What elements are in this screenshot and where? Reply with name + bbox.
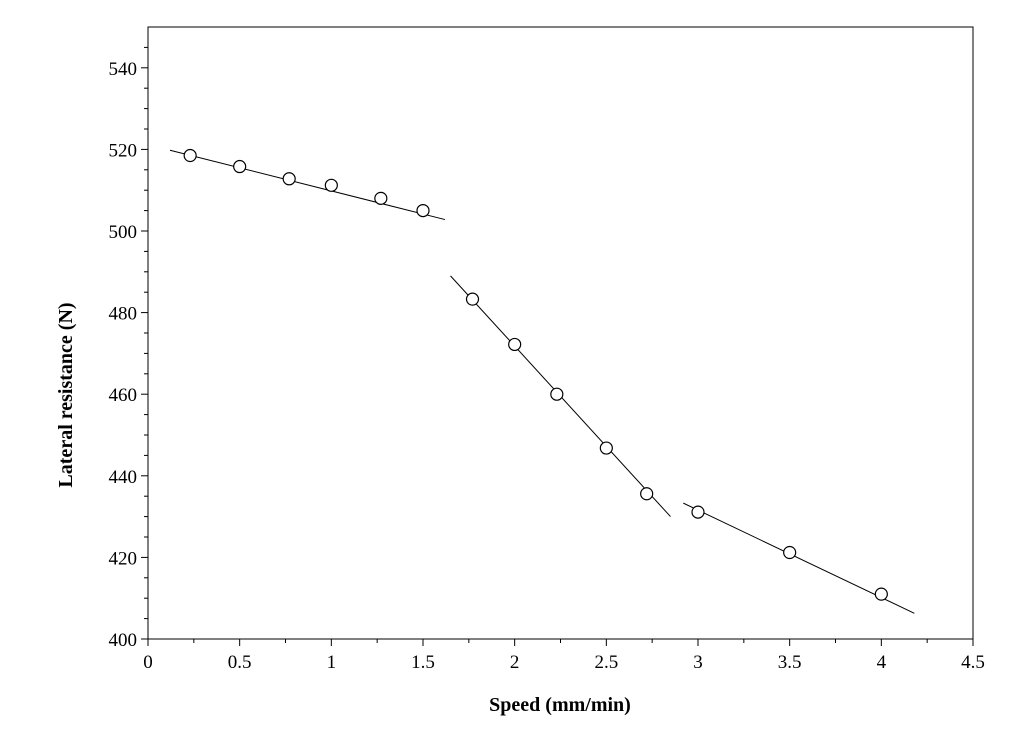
- x-tick-label: 2: [510, 652, 520, 673]
- data-point: [416, 204, 430, 218]
- x-tick-label: 1.5: [411, 652, 435, 673]
- data-point: [508, 337, 522, 352]
- y-tick-label: 460: [109, 385, 138, 406]
- fit-lines: [169, 149, 915, 614]
- data-point: [874, 587, 888, 601]
- data-point: [783, 545, 797, 560]
- x-tick-label: 2.5: [594, 652, 618, 673]
- data-point: [374, 191, 388, 205]
- data-point: [282, 172, 296, 186]
- fit-line: [169, 149, 446, 221]
- y-axis-title: Lateral resistance (N): [55, 302, 77, 487]
- x-tick-label: 0.5: [228, 652, 252, 673]
- y-tick-label: 500: [109, 222, 138, 243]
- x-tick-label: 0: [143, 652, 153, 673]
- x-tick-label: 3: [693, 652, 703, 673]
- y-axis: 400 420 440 460 480 500 520 540: [109, 46, 148, 651]
- x-tick-label: 4.5: [961, 652, 985, 673]
- x-tick-label: 4: [877, 652, 887, 673]
- data-point: [324, 178, 338, 192]
- plot-frame: [147, 26, 974, 640]
- data-point: [465, 292, 480, 306]
- y-tick-label: 400: [109, 630, 138, 651]
- x-tick-label: 1: [327, 652, 337, 673]
- x-axis-title: Speed (mm/min): [489, 694, 631, 716]
- x-axis: 0 0.5 1 1.5 2 2.5 3 3.5 4 4.5: [143, 639, 985, 673]
- y-tick-label: 520: [109, 140, 138, 161]
- data-points: [183, 148, 888, 601]
- data-point: [550, 387, 564, 401]
- data-point: [599, 441, 613, 455]
- data-point: [691, 505, 705, 519]
- data-point: [233, 159, 247, 174]
- y-tick-label: 440: [109, 467, 138, 488]
- data-point: [640, 487, 654, 501]
- y-tick-label: 420: [109, 548, 138, 569]
- data-point: [183, 148, 197, 163]
- y-tick-label: 480: [109, 304, 138, 325]
- y-tick-label: 540: [109, 59, 138, 80]
- x-tick-label: 3.5: [778, 652, 802, 673]
